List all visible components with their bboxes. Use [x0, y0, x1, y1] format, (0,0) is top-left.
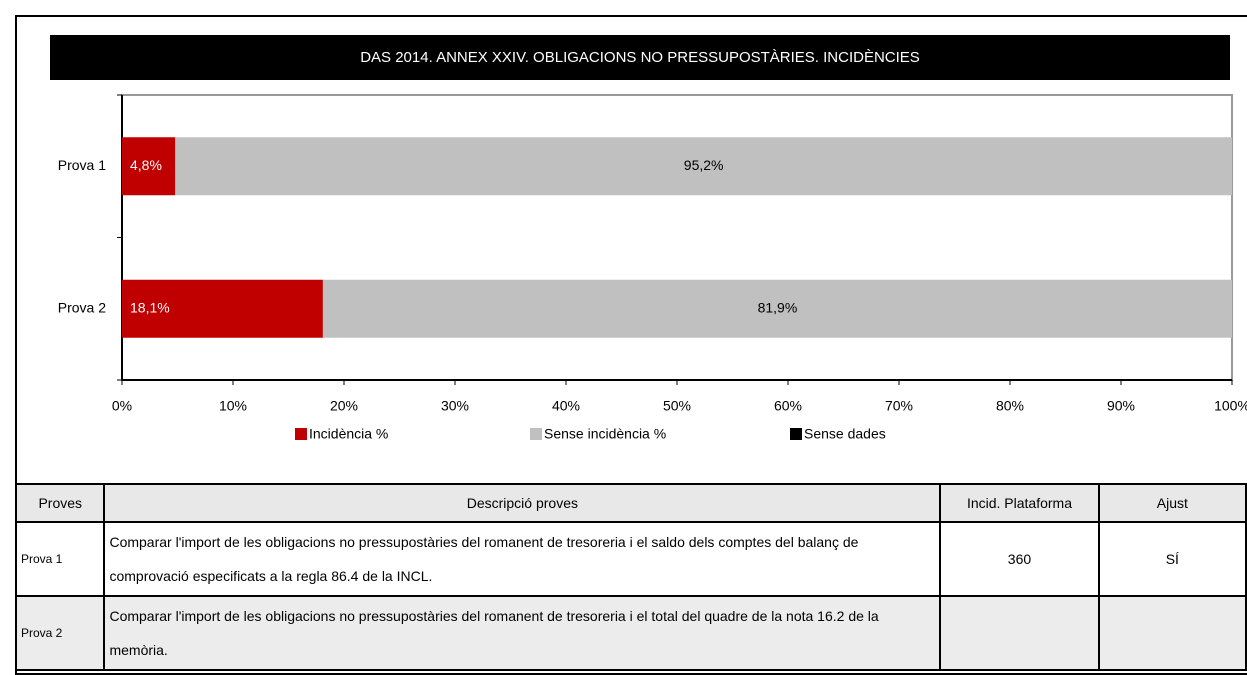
data-label: 81,9% — [758, 299, 798, 315]
x-tick-label: 20% — [330, 398, 358, 414]
x-tick-label: 80% — [996, 398, 1024, 414]
legend-swatch — [790, 428, 802, 440]
table-cell: Prova 1 — [14, 521, 106, 597]
header-cell: Ajust — [1097, 483, 1247, 523]
table-cell: 360 — [939, 521, 1100, 597]
x-tick-label: 40% — [552, 398, 580, 414]
table: Proves Descripció proves Incid. Plataforma… — [14, 483, 1247, 671]
chart: DAS 2014. ANNEX XXIV. OBLIGACIONS NO PRE… — [50, 35, 1247, 442]
table-cell: Comparar l'import de les obligacions no … — [103, 595, 942, 671]
bar-segment — [175, 137, 1232, 196]
table-row: Prova 2 Comparar l'import de les obligaci… — [14, 595, 1247, 671]
legend-swatch — [530, 428, 542, 440]
y-tick-label: Prova 1 — [58, 157, 106, 173]
header-cell: Proves — [14, 483, 106, 523]
table-cell: SÍ — [1097, 521, 1247, 597]
x-tick-label: 70% — [885, 398, 913, 414]
data-label: 18,1% — [130, 299, 170, 315]
legend-swatch — [295, 428, 307, 440]
x-tick-label: 90% — [1107, 398, 1135, 414]
y-tick-label: Prova 2 — [58, 299, 106, 315]
header-cell: Descripció proves — [103, 483, 942, 523]
table-cell — [1097, 595, 1247, 671]
x-tick-label: 10% — [219, 398, 247, 414]
header-row: Proves Descripció proves Incid. Plataforma… — [14, 483, 1247, 523]
x-tick-label: 60% — [774, 398, 802, 414]
bar-segment — [122, 137, 176, 196]
title-bar — [50, 35, 1230, 80]
table-cell — [939, 595, 1100, 671]
data-label: 95,2% — [684, 157, 724, 173]
bar-segment — [122, 279, 323, 338]
table-cell: Prova 2 — [14, 595, 106, 671]
x-tick-label: 50% — [663, 398, 691, 414]
data-label: 4,8% — [130, 157, 162, 173]
bar-segment — [322, 279, 1232, 338]
table-cell: Comparar l'import de les obligacions no … — [103, 521, 942, 597]
legend-label: Sense dades — [804, 426, 886, 442]
chart-title: DAS 2014. ANNEX XXIV. OBLIGACIONS NO PRE… — [360, 49, 920, 66]
header-cell: Incid. Plataforma — [939, 483, 1100, 523]
x-tick-label: 0% — [112, 398, 132, 414]
legend-label: Incidència % — [309, 426, 388, 442]
x-tick-label: 100% — [1214, 398, 1247, 414]
x-tick-label: 30% — [441, 398, 469, 414]
table-row: Prova 1 Comparar l'import de les obligaci… — [14, 521, 1247, 597]
legend-label: Sense incidència % — [544, 426, 666, 442]
